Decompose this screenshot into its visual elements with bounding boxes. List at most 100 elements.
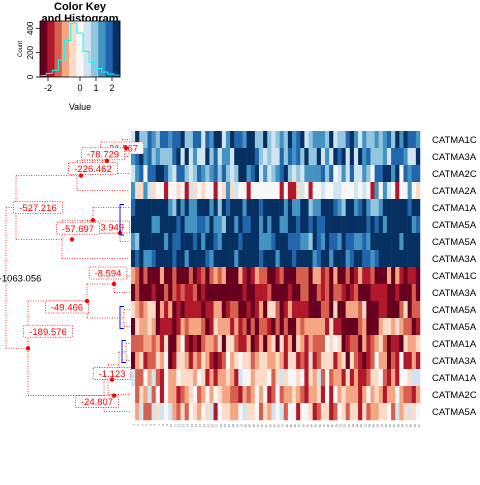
heatmap-cell <box>147 165 152 183</box>
heatmap-cell <box>209 403 214 421</box>
heatmap-cell <box>213 301 218 319</box>
heatmap-cell <box>221 386 227 404</box>
heatmap-cell <box>271 199 276 217</box>
column-label: 58 <box>367 424 371 428</box>
heatmap-cell <box>283 199 289 217</box>
heatmap-cell <box>275 335 280 353</box>
heatmap-cell <box>234 216 239 234</box>
heatmap-cell <box>411 284 417 302</box>
heatmap-cell <box>370 216 375 234</box>
heatmap-cell <box>300 216 305 234</box>
heatmap-cell <box>131 267 136 285</box>
heatmap-cell <box>300 250 305 268</box>
heatmap-cell <box>172 165 177 183</box>
heatmap-cell <box>325 165 330 183</box>
heatmap-cell <box>180 165 185 183</box>
heatmap-cell <box>164 199 169 217</box>
heatmap-cell <box>172 318 177 336</box>
heatmap-cell <box>147 148 152 166</box>
heatmap-cell <box>378 352 384 370</box>
heatmap-cell <box>230 182 235 200</box>
heatmap-cell <box>159 267 165 285</box>
heatmap-cell <box>225 318 231 336</box>
heatmap-cell <box>184 352 190 370</box>
cluster-bracket <box>119 306 124 329</box>
heatmap-cell <box>168 199 173 217</box>
heatmap-cell <box>250 369 256 387</box>
heatmap-cell <box>238 233 243 251</box>
heatmap-cell <box>151 216 157 234</box>
heatmap-cell <box>213 386 218 404</box>
heatmap-cell <box>258 199 264 217</box>
heatmap-cell <box>337 369 342 387</box>
heatmap-cell <box>312 148 318 166</box>
heatmap-cell <box>283 318 289 336</box>
heatmap-cell <box>250 352 256 370</box>
heatmap-cell <box>292 250 297 268</box>
heatmap-cell <box>320 199 326 217</box>
heatmap-cell <box>411 335 417 353</box>
heatmap-cell <box>221 369 227 387</box>
heatmap-cell <box>304 403 309 421</box>
heatmap-cell <box>143 267 148 285</box>
heatmap-cell <box>205 250 210 268</box>
heatmap-cell <box>391 182 396 200</box>
heatmap-cell <box>292 403 297 421</box>
heatmap-cell <box>403 403 408 421</box>
heatmap-cell <box>246 284 251 302</box>
color-key-gradient <box>40 21 121 77</box>
heatmap-cell <box>275 250 280 268</box>
heatmap-cell <box>312 369 318 387</box>
column-label: 27 <box>239 424 243 428</box>
heatmap-cell <box>366 267 371 285</box>
heatmap-cell <box>353 165 359 183</box>
heatmap-cell <box>341 216 346 234</box>
heatmap-cell <box>155 148 161 166</box>
heatmap-cell <box>370 267 375 285</box>
heatmap-cell <box>378 131 384 149</box>
heatmap-cell <box>403 284 408 302</box>
heatmap-cell <box>407 148 412 166</box>
heatmap-cell <box>333 250 338 268</box>
heatmap-cell <box>399 352 404 370</box>
row-label: CATMA2A <box>432 186 477 197</box>
heatmap-cell <box>341 335 346 353</box>
heatmap-cell <box>131 386 136 404</box>
heatmap-cell <box>172 131 177 149</box>
heatmap-cell <box>345 284 351 302</box>
heatmap-cell <box>411 216 417 234</box>
heatmap-cell <box>279 403 285 421</box>
heatmap-cell <box>225 233 231 251</box>
heatmap-cell <box>155 318 161 336</box>
heatmap-cell <box>358 386 363 404</box>
heatmap-cell <box>407 301 412 319</box>
heatmap-cell <box>391 199 396 217</box>
heatmap-cell <box>254 284 260 302</box>
heatmap-cell <box>287 165 293 183</box>
heatmap-cell <box>184 199 190 217</box>
heatmap-cell <box>341 267 346 285</box>
heatmap-cell <box>234 250 239 268</box>
heatmap-cell <box>159 182 165 200</box>
heatmap-cell <box>341 352 346 370</box>
heatmap-cell <box>184 369 190 387</box>
heatmap-cell <box>271 165 276 183</box>
heatmap-cell <box>209 301 214 319</box>
heatmap-cell <box>213 250 218 268</box>
heatmap-cell <box>345 165 351 183</box>
heatmap-cell <box>300 284 305 302</box>
heatmap-cell <box>184 284 190 302</box>
heatmap-cell <box>399 369 404 387</box>
heatmap-cell <box>337 403 342 421</box>
heatmap-cell <box>279 352 285 370</box>
heatmap-cell <box>411 403 417 421</box>
heatmap-cell <box>275 182 280 200</box>
heatmap-cell <box>131 148 136 166</box>
color-key-swatch <box>83 21 92 77</box>
heatmap-cell <box>234 403 239 421</box>
heatmap-cell <box>374 318 379 336</box>
heatmap-cell <box>234 182 239 200</box>
heatmap-cell <box>201 335 206 353</box>
heatmap-cell <box>217 131 223 149</box>
